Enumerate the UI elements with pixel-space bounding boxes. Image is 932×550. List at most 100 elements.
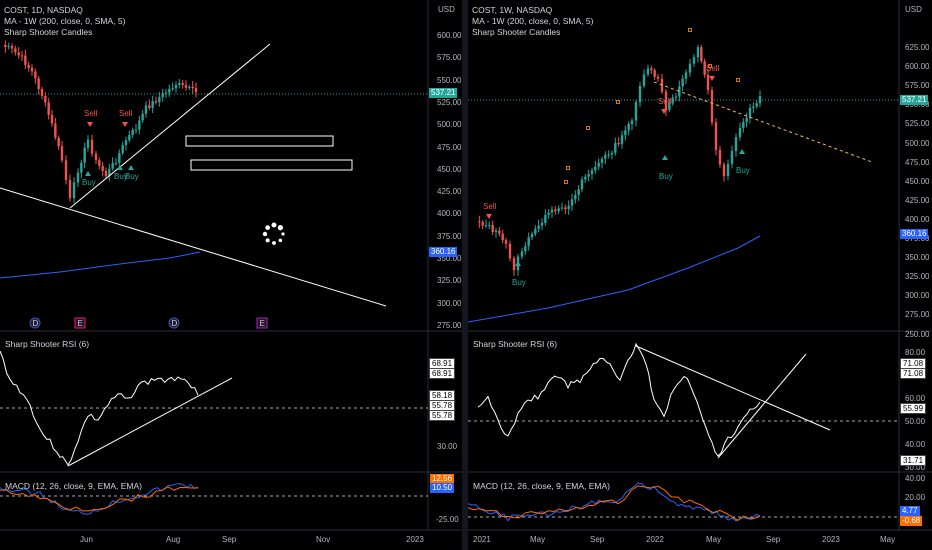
axis-tick-label: 2021: [473, 535, 491, 544]
rsi-value-box: 68.91: [429, 368, 456, 379]
sell-signal-label: Sell: [483, 202, 497, 211]
axis-tick-label: 400.00: [905, 214, 930, 224]
candle-body: [134, 129, 138, 131]
marker-dot: [736, 78, 740, 82]
candle-body: [138, 120, 141, 130]
buy-arrow-icon: [662, 155, 668, 160]
macd-indicator-label[interactable]: MACD (12, 26, close, 9, EMA, EMA): [5, 481, 142, 491]
candle-body: [40, 89, 44, 96]
loading-spinner-dot: [281, 232, 285, 236]
candle-body: [544, 214, 547, 223]
macd-signal-line: [0, 486, 199, 512]
candle-body: [714, 122, 718, 150]
candle-body: [696, 47, 700, 58]
candle-body: [64, 160, 68, 180]
buy-signal-label: Buy: [114, 172, 128, 181]
axis-tick-label: Sep: [222, 535, 237, 544]
axis-tick-label: 2023: [406, 535, 424, 544]
event-marker-letter: E: [78, 319, 83, 328]
axis-tick-label: 550.00: [437, 75, 462, 85]
ma-indicator-label[interactable]: MA - 1W (200, close, 0, SMA, 5): [472, 16, 594, 26]
macd-signal-line: [468, 485, 761, 521]
candle-body: [184, 85, 188, 88]
axis-tick-label: Sep: [766, 535, 781, 544]
candle-body: [512, 258, 516, 271]
macd-line: [468, 482, 761, 522]
axis-tick-label: 40.00: [905, 440, 926, 449]
axis-tick-label: 575.00: [437, 53, 462, 63]
candle-body: [121, 145, 124, 154]
candle-body: [144, 105, 148, 114]
candle-body: [557, 208, 560, 212]
rsi-indicator-label[interactable]: Sharp Shooter RSI (6): [5, 339, 90, 349]
axis-tick-label: Jun: [80, 535, 93, 544]
axis-tick-label: 425.00: [437, 187, 462, 197]
axis-tick-label: May: [530, 535, 546, 544]
rsi-indicator-label[interactable]: Sharp Shooter RSI (6): [473, 339, 558, 349]
candle-body: [158, 97, 161, 103]
candle-body: [171, 88, 174, 90]
ma-price-badge: 360.16: [429, 247, 458, 257]
axis-tick-label: 600.00: [905, 62, 930, 72]
candle-body: [98, 160, 101, 166]
candles-indicator-label[interactable]: Sharp Shooter Candles: [4, 27, 93, 37]
candle-body: [188, 86, 191, 88]
candles-indicator-label[interactable]: Sharp Shooter Candles: [472, 27, 561, 37]
candle-body: [722, 164, 726, 177]
candle-body: [560, 207, 564, 209]
rectangle-drawing: [190, 159, 353, 171]
candle-body: [484, 225, 488, 227]
axis-tick-label: 400.00: [437, 209, 462, 219]
candle-body: [537, 225, 540, 229]
candle-body: [520, 251, 524, 257]
candle-body: [481, 222, 484, 226]
right-chart-pane[interactable]: Sell Sell Sell Buy Buy Buy COST, 1W, NASDAQ M…: [468, 0, 932, 550]
candle-body: [752, 106, 755, 108]
candle-body: [730, 151, 734, 164]
currency-label: USD: [905, 5, 922, 14]
candle-body: [590, 170, 594, 175]
candle-body: [604, 154, 607, 159]
symbol-title[interactable]: COST, 1W, NASDAQ: [472, 5, 553, 15]
candle-body: [706, 74, 710, 91]
candle-body: [128, 134, 131, 141]
pane-divider[interactable]: [462, 0, 468, 550]
buy-signal-label: Buy: [736, 166, 750, 175]
axis-tick-label: 425.00: [905, 195, 930, 205]
candle-body: [527, 237, 530, 247]
right-chart-canvas[interactable]: Sell Sell Sell Buy Buy Buy: [468, 0, 932, 550]
candle-body: [540, 222, 544, 226]
candle-body: [174, 84, 178, 89]
candle-body: [20, 55, 24, 57]
axis-tick-label: 275.00: [437, 320, 462, 330]
rsi-value-box: 71.08: [900, 368, 927, 379]
candle-body: [191, 86, 194, 88]
candle-body: [547, 212, 550, 215]
left-chart-pane[interactable]: Sell Sell Buy Buy Buy D E D E COST, 1D, NASDAQ M…: [0, 0, 462, 550]
candle-body: [620, 135, 624, 145]
macd-indicator-label[interactable]: MACD (12, 26, close, 9, EMA, EMA): [473, 481, 610, 491]
candle-body: [498, 230, 501, 234]
candle-body: [617, 143, 620, 145]
candle-body: [151, 101, 154, 108]
marker-dot: [688, 28, 692, 32]
axis-tick-label: 80.00: [905, 348, 926, 357]
symbol-title[interactable]: COST, 1D, NASDAQ: [4, 5, 83, 15]
candle-body: [30, 67, 34, 72]
rsi-trendline: [635, 345, 831, 431]
candle-body: [478, 221, 481, 223]
candle-body: [634, 102, 638, 121]
candle-body: [610, 152, 614, 155]
ma-indicator-label[interactable]: MA - 1W (200, close, 0, SMA, 5): [4, 16, 126, 26]
axis-tick-label: 250.00: [905, 329, 930, 339]
candle-body: [574, 195, 577, 200]
axis-tick-label: 475.00: [437, 142, 462, 152]
rsi-trendline: [67, 377, 233, 467]
dashed-trendline: [653, 81, 873, 163]
candle-body: [7, 46, 10, 48]
candle-body: [726, 163, 730, 177]
candle-body: [114, 162, 118, 164]
sell-signal-label: Sell: [119, 109, 133, 118]
trendline: [69, 43, 271, 209]
